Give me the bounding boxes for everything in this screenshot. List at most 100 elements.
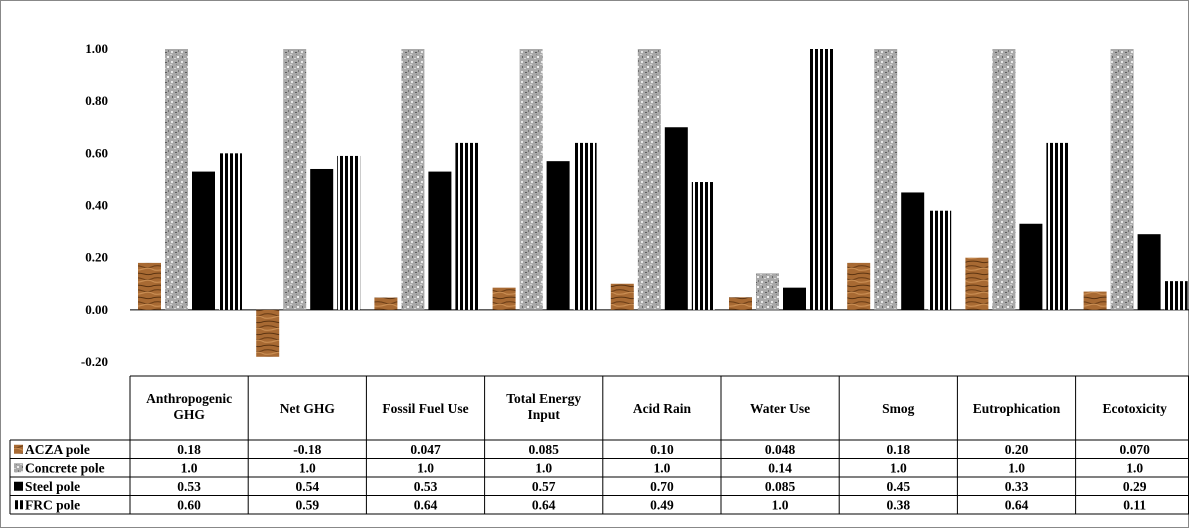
data-label: 0.33 [1005,479,1029,494]
bar-steel-pole-ecotoxicity [1137,234,1161,310]
legend-key-frc-pole [14,500,23,510]
bar-steel-pole-water-use [783,287,806,310]
bar-acza-pole-water-use [729,297,752,310]
data-label: 0.49 [650,497,674,512]
legend-label-steel-pole: Steel pole [25,479,80,494]
plot-area [130,49,1189,357]
data-label: 0.64 [414,497,438,512]
category-label: Acid Rain [633,401,692,416]
data-table: Anthropogenic GHG Net GHG Fossil Fuel Use To… [9,375,1189,515]
category-label: Total Energy Input [506,391,581,422]
data-label: 0.047 [410,442,441,457]
bar-acza-pole-ecotoxicity [1083,291,1107,310]
y-tick-label: 0.40 [85,198,108,213]
bar-acza-pole-acid-rain [610,283,634,310]
data-label: 1.0 [772,497,789,512]
bar-steel-pole-total-energy-input [546,161,570,310]
bar-frc-pole-anthropogenic-ghg [219,153,242,310]
bar-concrete-pole-eutrophication [992,49,1016,310]
category-label: Water Use [750,401,810,416]
data-label: 0.64 [1005,497,1029,512]
bar-concrete-pole-total-energy-input [519,49,543,310]
data-label: 0.54 [295,479,319,494]
y-tick-label: 0.60 [85,145,108,160]
category-label: Ecotoxicity [1102,401,1167,416]
bar-frc-pole-net-ghg [337,155,361,310]
bar-concrete-pole-smog [874,49,898,310]
bar-concrete-pole-water-use [756,273,779,310]
bar-frc-pole-acid-rain [691,182,715,310]
data-label: 0.070 [1120,442,1151,457]
data-label: 1.0 [181,460,198,475]
data-label: 0.085 [765,479,796,494]
bar-frc-pole-eutrophication [1046,142,1070,310]
y-tick-label: 0.20 [85,250,108,265]
bar-concrete-pole-anthropogenic-ghg [165,49,188,310]
data-label: 0.18 [177,442,201,457]
y-tick-label: -0.20 [81,354,108,369]
bar-acza-pole-total-energy-input [492,287,516,310]
data-label: 0.64 [532,497,556,512]
bar-acza-pole-eutrophication [965,257,989,310]
data-label: 0.59 [295,497,319,512]
bar-frc-pole-smog [928,210,952,310]
category-label: Eutrophication [973,401,1061,416]
data-label: 1.0 [653,460,670,475]
data-label: 1.0 [299,460,316,475]
data-label: 0.53 [414,479,438,494]
data-label: 0.085 [529,442,560,457]
legend-key-concrete-pole [14,463,23,473]
category-label: Fossil Fuel Use [382,401,468,416]
data-label: 0.45 [886,479,910,494]
data-label: 0.14 [768,460,792,475]
bar-acza-pole-fossil-fuel-use [374,297,398,310]
legend-label-frc-pole: FRC pole [25,497,80,512]
data-label: 0.70 [650,479,674,494]
bar-frc-pole-water-use [810,49,833,310]
bar-concrete-pole-acid-rain [637,49,661,310]
category-label: Net GHG [280,401,336,416]
legend-label-concrete-pole: Concrete pole [25,460,105,475]
bar-acza-pole-smog [847,262,871,310]
data-label: 0.53 [177,479,201,494]
data-label: 0.11 [1123,497,1146,512]
bar-acza-pole-anthropogenic-ghg [138,262,161,310]
y-tick-label: 1.00 [85,41,108,56]
data-label: 1.0 [1126,460,1143,475]
bar-steel-pole-smog [901,192,925,310]
legend-label-acza-pole: ACZA pole [25,442,90,457]
bar-steel-pole-net-ghg [310,168,334,310]
data-label: 0.60 [177,497,201,512]
bar-steel-pole-eutrophication [1019,223,1043,310]
data-label: 0.29 [1123,479,1147,494]
data-label: 1.0 [535,460,552,475]
legend-key-acza-pole [14,444,23,454]
bar-concrete-pole-fossil-fuel-use [401,49,425,310]
data-label: 0.38 [886,497,910,512]
data-label: 1.0 [417,460,434,475]
data-label: 1.0 [890,460,907,475]
y-tick-label: 0.80 [85,93,108,108]
data-label: -0.18 [293,442,321,457]
data-label: 1.0 [1008,460,1025,475]
bar-steel-pole-acid-rain [664,127,688,310]
data-label: 0.10 [650,442,674,457]
data-label: 0.57 [532,479,556,494]
data-label: 0.20 [1005,442,1029,457]
data-label: 0.18 [886,442,910,457]
bar-frc-pole-total-energy-input [573,142,597,310]
category-label: Anthropogenic GHG [146,391,232,422]
y-axis: 1.00 0.80 0.60 0.40 0.20 0.00 -0.20 [81,41,108,369]
category-label: Smog [882,401,915,416]
data-label: 0.048 [765,442,796,457]
bar-acza-pole-net-ghg [256,309,280,357]
bar-concrete-pole-net-ghg [283,49,307,310]
legend-key-steel-pole [14,481,23,491]
bar-steel-pole-fossil-fuel-use [428,171,452,310]
bar-concrete-pole-ecotoxicity [1110,49,1134,310]
y-tick-label: 0.00 [85,302,108,317]
bar-frc-pole-fossil-fuel-use [455,142,479,310]
bar-frc-pole-ecotoxicity [1164,281,1188,310]
bar-steel-pole-anthropogenic-ghg [192,171,215,310]
